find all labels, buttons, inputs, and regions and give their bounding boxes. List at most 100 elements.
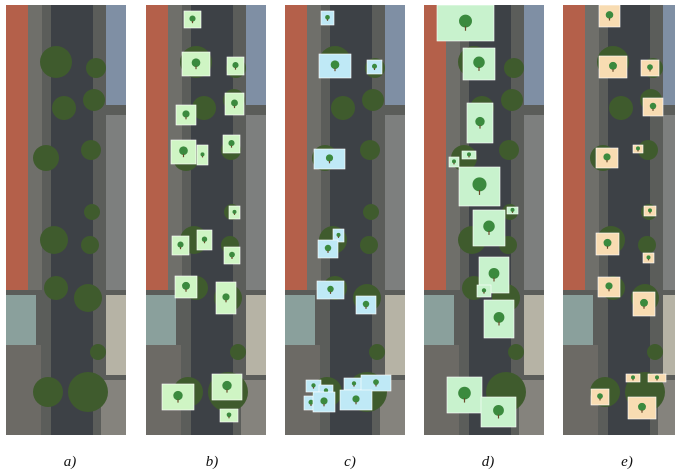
tree-trunk xyxy=(479,190,480,195)
building-right xyxy=(524,115,544,290)
tree-icon xyxy=(636,146,640,150)
tree xyxy=(647,344,663,360)
tree-trunk xyxy=(177,399,178,402)
tree xyxy=(81,140,101,160)
tree-trunk xyxy=(464,398,465,402)
tree-icon xyxy=(452,159,456,163)
tree-icon xyxy=(647,255,651,259)
building-right xyxy=(246,115,266,290)
tree xyxy=(499,140,519,160)
tree-trunk xyxy=(453,163,454,164)
tree xyxy=(40,46,72,78)
tree-icon xyxy=(459,15,472,28)
tree-trunk xyxy=(195,66,196,69)
tree-icon xyxy=(631,375,635,379)
tree-icon xyxy=(604,239,612,247)
tree xyxy=(504,58,524,78)
tree-icon xyxy=(352,381,356,385)
tree-trunk xyxy=(185,289,186,292)
tree-trunk xyxy=(334,68,335,71)
tree-trunk xyxy=(228,417,229,419)
tree-trunk xyxy=(204,241,205,243)
tree-trunk xyxy=(632,379,633,380)
tree xyxy=(44,276,68,300)
tree xyxy=(68,372,108,412)
tree-icon xyxy=(201,152,205,156)
tree-icon xyxy=(179,146,188,155)
tree-trunk xyxy=(648,259,649,260)
tree-trunk xyxy=(185,117,186,120)
panel-label: c) xyxy=(344,454,356,470)
tree-icon xyxy=(202,236,207,241)
tree-icon xyxy=(482,288,486,292)
tree-icon xyxy=(489,268,500,279)
roof xyxy=(6,5,28,290)
tree-icon xyxy=(227,412,232,417)
tree-trunk xyxy=(375,384,376,386)
tree-icon xyxy=(372,64,377,69)
tree xyxy=(360,140,380,160)
tree-icon xyxy=(326,154,333,161)
tree-icon xyxy=(467,152,471,156)
tree-icon xyxy=(232,62,238,68)
figure: a) b) c) d) e) xyxy=(0,0,675,472)
tree-trunk xyxy=(231,257,232,259)
tree-trunk xyxy=(641,410,642,413)
tree-icon xyxy=(331,60,340,69)
tree-icon xyxy=(337,233,341,237)
panel-label: b) xyxy=(206,454,219,470)
building-bottom-right xyxy=(246,295,266,375)
tree-icon xyxy=(475,117,484,126)
tree-icon xyxy=(182,282,190,290)
tree-icon xyxy=(177,242,183,248)
tree-trunk xyxy=(468,156,469,157)
roof xyxy=(146,5,168,290)
tree-trunk xyxy=(374,68,375,70)
tree xyxy=(508,344,524,360)
building-right xyxy=(524,5,544,105)
tree xyxy=(33,145,59,171)
tree xyxy=(501,89,523,111)
tree-trunk xyxy=(652,109,653,111)
tree-icon xyxy=(603,153,610,160)
tree xyxy=(40,226,68,254)
tree-trunk xyxy=(609,18,610,21)
tree-icon xyxy=(352,395,359,402)
tree-icon xyxy=(222,381,231,390)
building-right xyxy=(246,5,266,105)
tree-icon xyxy=(606,11,614,19)
tree-icon xyxy=(373,379,379,385)
tree-icon xyxy=(325,15,330,20)
tree-trunk xyxy=(498,415,499,419)
tree-icon xyxy=(233,210,237,214)
tree-trunk xyxy=(323,404,324,407)
tree-trunk xyxy=(608,289,609,292)
tree-icon xyxy=(192,58,201,67)
tree-trunk xyxy=(231,146,232,148)
tree-icon xyxy=(473,57,485,69)
building-right xyxy=(385,5,405,105)
tree-icon xyxy=(231,100,238,107)
tree-trunk xyxy=(649,69,650,71)
tree-trunk xyxy=(355,402,356,405)
building-bottom-right xyxy=(524,295,544,375)
tree-trunk xyxy=(493,278,494,282)
tree-icon xyxy=(638,403,646,411)
tree-trunk xyxy=(310,404,311,406)
tree-trunk xyxy=(330,292,331,294)
tree-trunk xyxy=(478,67,479,71)
tree xyxy=(331,96,355,120)
tree-icon xyxy=(650,103,656,109)
tree-trunk xyxy=(313,387,314,389)
tree-trunk xyxy=(612,69,613,72)
tree xyxy=(609,96,633,120)
tree-trunk xyxy=(329,161,330,164)
tree-icon xyxy=(609,62,617,70)
tree xyxy=(84,204,100,220)
tree-trunk xyxy=(202,156,203,157)
building-bottom-right xyxy=(385,295,405,375)
tree-icon xyxy=(511,208,515,212)
building-right xyxy=(385,115,405,290)
building-bottom-left xyxy=(146,295,176,345)
roof xyxy=(285,5,307,290)
